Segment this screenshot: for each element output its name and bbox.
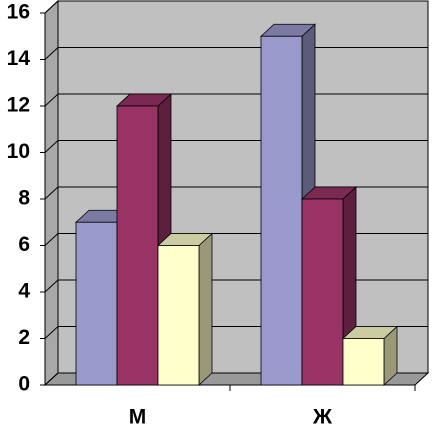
y-tick-label: 2 — [18, 326, 30, 349]
x-tick-label: Ж — [312, 406, 333, 429]
y-tick-label: 6 — [18, 233, 30, 256]
y-tick-label: 16 — [7, 1, 30, 24]
y-tick-label: 10 — [7, 140, 30, 163]
grid-line — [44, 0, 428, 14]
y-tick-label: 8 — [18, 187, 30, 210]
y-tick-label: 4 — [18, 280, 30, 303]
bar — [342, 338, 385, 386]
bar-side — [198, 232, 213, 386]
bar — [301, 198, 344, 386]
y-tick-label: 14 — [7, 47, 31, 70]
x-tick-label: М — [129, 406, 147, 429]
bar — [116, 105, 159, 386]
y-tick-label: 12 — [7, 94, 30, 117]
bar — [157, 245, 200, 386]
y-tick-label: 0 — [18, 373, 30, 396]
bar — [260, 35, 303, 386]
bar — [75, 221, 118, 386]
